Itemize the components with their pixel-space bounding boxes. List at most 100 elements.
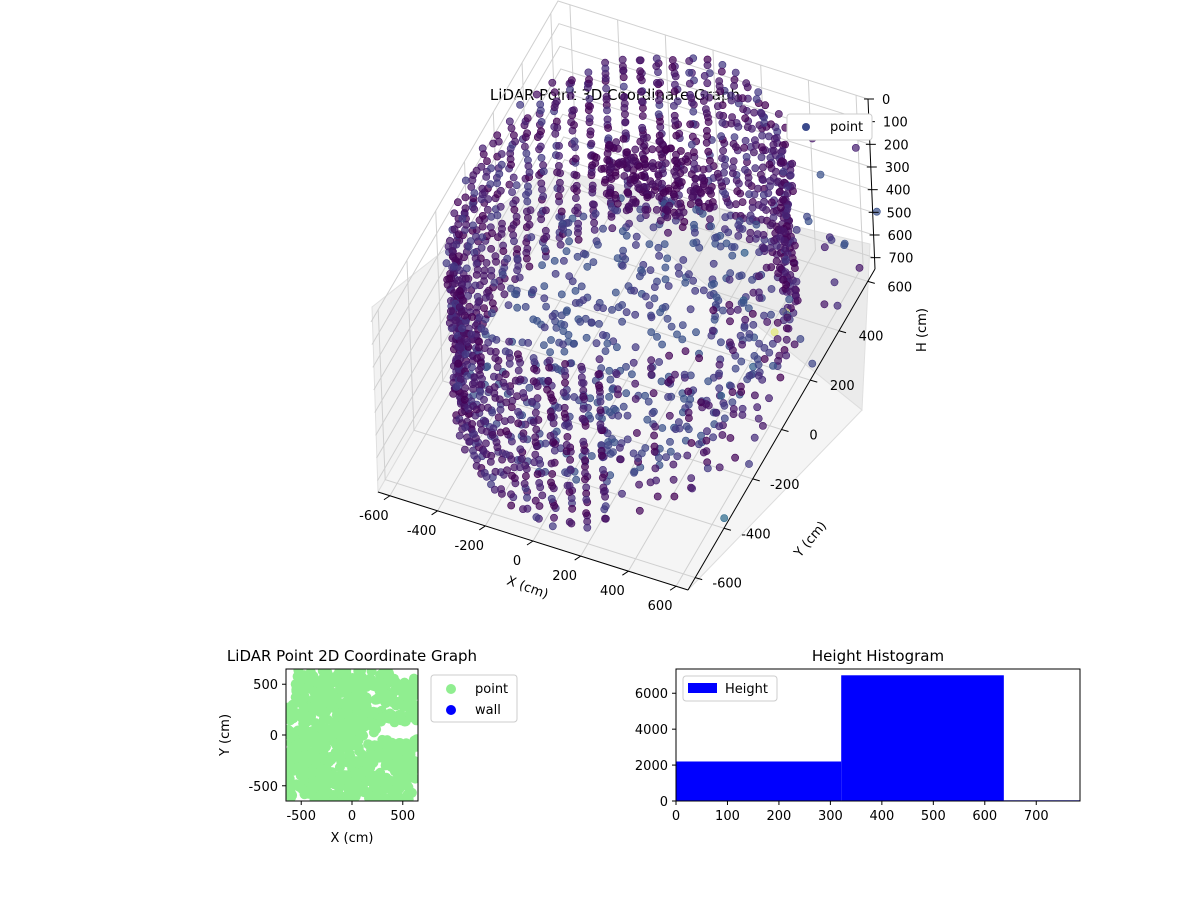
- point-3d: [488, 408, 497, 417]
- point-3d: [679, 208, 688, 217]
- point-2d: [328, 702, 339, 713]
- point-3d: [776, 203, 785, 212]
- point-3d: [738, 198, 747, 206]
- point-3d: [626, 160, 635, 169]
- point-3d: [479, 447, 488, 455]
- point-3d: [590, 218, 598, 227]
- point-3d: [563, 481, 572, 490]
- point-2d: [351, 739, 362, 750]
- point-3d: [499, 247, 508, 255]
- point-3d: [595, 381, 603, 390]
- point-3d: [711, 233, 719, 242]
- point-3d: [768, 339, 777, 348]
- point-3d: [619, 134, 628, 143]
- point-3d: [685, 79, 694, 88]
- point-3d: [752, 95, 761, 104]
- point-3d: [506, 387, 515, 396]
- point-3d: [507, 124, 516, 133]
- point-3d: [484, 338, 493, 347]
- point-3d: [611, 288, 620, 297]
- point-3d: [767, 263, 776, 272]
- point-3d: [530, 458, 539, 467]
- point-3d: [450, 262, 458, 271]
- point-3d: [669, 460, 678, 469]
- point-3d: [571, 143, 579, 152]
- point-3d: [515, 273, 524, 282]
- point-3d: [457, 408, 466, 416]
- point-2d: [286, 774, 294, 785]
- point-2d: [330, 738, 341, 749]
- plot-frame-histogram: [675, 668, 1081, 802]
- point-2d: [323, 687, 334, 698]
- point-2d: [345, 789, 356, 800]
- point-3d: [491, 354, 500, 362]
- point-3d: [651, 422, 659, 431]
- point-2d: [401, 773, 412, 784]
- point-3d: [572, 194, 580, 202]
- point-3d: [555, 151, 563, 160]
- point-3d: [670, 102, 678, 110]
- point-3d: [732, 200, 740, 209]
- point-3d: [657, 377, 666, 386]
- point-3d: [542, 232, 551, 241]
- point-2d: [372, 770, 383, 781]
- point-3d: [757, 109, 766, 118]
- point-3d: [469, 446, 477, 455]
- point-3d: [729, 157, 738, 165]
- point-3d: [650, 407, 658, 416]
- point-3d: [540, 323, 549, 332]
- point-2d: [390, 676, 401, 687]
- point-3d: [761, 101, 770, 110]
- point-3d: [555, 141, 563, 150]
- point-3d: [699, 180, 708, 188]
- point-3d: [760, 119, 769, 127]
- x-tick-label-histogram: 0: [672, 809, 680, 824]
- point-3d: [472, 232, 480, 241]
- point-3d: [548, 470, 557, 478]
- point-3d: [728, 251, 737, 260]
- point-3d: [738, 225, 747, 233]
- point-3d: [492, 257, 500, 266]
- point-3d: [764, 189, 773, 198]
- point-3d: [568, 277, 577, 286]
- point-3d: [487, 244, 495, 253]
- point-3d: [757, 215, 766, 224]
- y-tick-label-3d: -600: [712, 577, 742, 592]
- point-2d: [286, 764, 294, 775]
- y-tick-3d: [867, 280, 875, 284]
- point-3d: [769, 140, 778, 149]
- point-2d: [303, 711, 314, 722]
- point-2d: [364, 768, 374, 779]
- x-tick-3d: [669, 585, 677, 591]
- point-2d: [363, 757, 373, 768]
- x-tick-label-3d: 600: [648, 599, 673, 614]
- point-3d: [781, 255, 790, 264]
- point-3d: [661, 159, 670, 168]
- x-tick-3d: [622, 570, 629, 576]
- point-3d: [718, 431, 727, 439]
- point-3d: [463, 371, 472, 380]
- point-3d: [718, 154, 726, 162]
- point-3d: [590, 200, 598, 209]
- point-3d: [620, 172, 629, 180]
- point-3d: [647, 313, 656, 322]
- point-3d: [577, 362, 586, 371]
- point-3d: [522, 472, 530, 480]
- point-3d: [702, 105, 710, 113]
- y-tick-label-3d: 400: [859, 330, 884, 345]
- point-3d: [654, 110, 663, 119]
- point-2d: [329, 779, 340, 790]
- point-3d: [741, 315, 750, 324]
- point-3d: [556, 240, 565, 249]
- point-3d: [546, 407, 555, 416]
- point-3d: [563, 469, 572, 478]
- point-3d: [514, 419, 523, 428]
- point-3d: [600, 178, 609, 187]
- point-3d: [766, 176, 775, 185]
- x-tick-label-3d: -600: [359, 509, 389, 524]
- point-2d: [394, 738, 405, 748]
- point-3d: [707, 280, 716, 289]
- point-3d: [712, 408, 721, 417]
- x-tick-3d: [431, 510, 438, 516]
- point-cloud-3d: [442, 54, 881, 532]
